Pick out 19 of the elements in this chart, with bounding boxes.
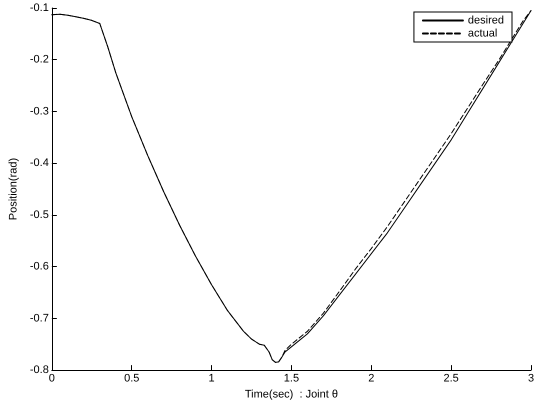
x-tick-label: 1 [208,372,215,385]
x-tick-label: 3 [528,372,534,385]
y-tick-label: -0.2 [30,54,49,66]
y-tick-label: -0.1 [30,2,49,14]
x-axis-title: Time(sec) : Joint θ [244,388,338,400]
legend-label: actual [468,28,498,40]
y-tick-label: -0.5 [30,208,49,221]
y-tick-label: -0.4 [30,157,49,170]
y-tick-label: -0.3 [30,105,49,118]
y-tick-label: -0.6 [30,260,49,273]
y-tick-label: -0.8 [30,364,49,376]
x-tick-label: 2 [368,372,374,385]
legend-label: desired [468,14,504,26]
x-tick-label: 2.5 [443,372,459,385]
x-tick-label: 0 [48,372,55,385]
y-tick-label: -0.7 [30,312,49,324]
x-tick-label: 0.5 [124,372,140,385]
y-axis-title: Position(rad) [8,158,20,220]
x-tick-label: 1.5 [284,372,300,385]
